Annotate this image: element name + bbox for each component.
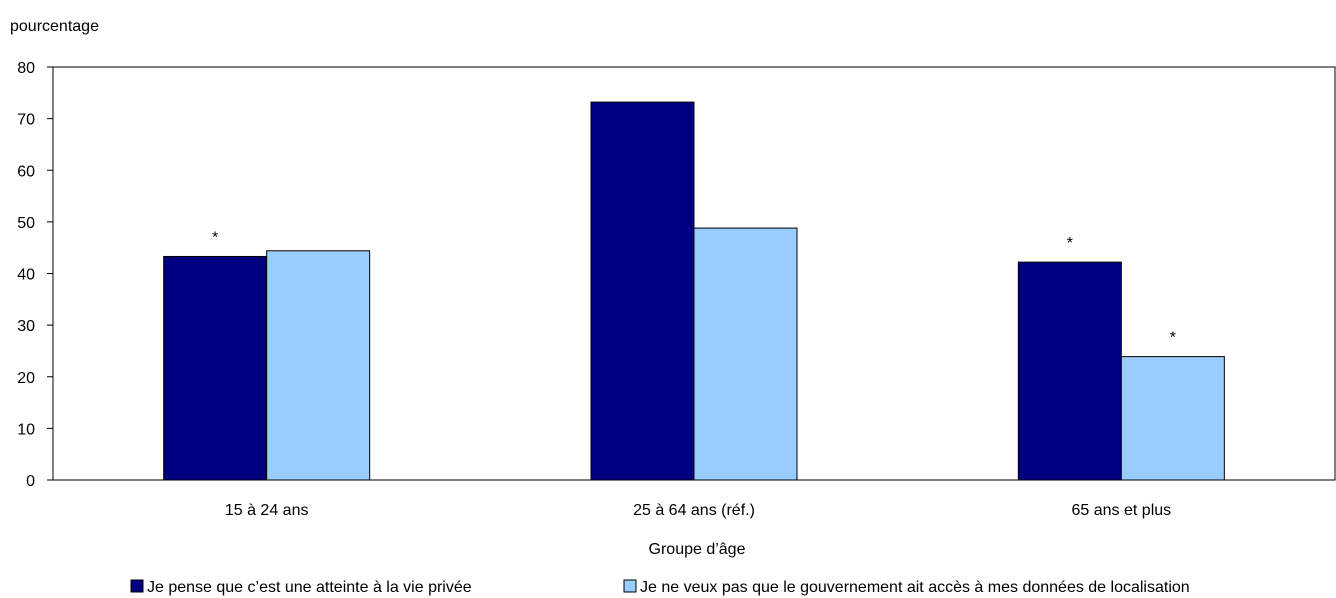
y-tick-label-40: 40 xyxy=(17,267,35,284)
x-axis-title: Groupe d’âge xyxy=(649,541,746,558)
x-category-label-1: 15 à 24 ans xyxy=(225,502,309,519)
bar-series-1-cat-3 xyxy=(1017,261,1122,481)
bar-series-1-cat-2 xyxy=(590,101,695,481)
legend-label-series-1: Je pense que c’est une atteinte à la vie… xyxy=(147,579,472,596)
y-axis: 0 10 20 30 40 50 60 70 80 xyxy=(17,60,53,490)
bar-series-1-cat-1 xyxy=(163,255,268,481)
y-tick-label-10: 10 xyxy=(17,421,35,438)
legend-swatch-series-2 xyxy=(623,579,637,593)
significance-marker: * xyxy=(1067,235,1073,252)
y-tick-label-0: 0 xyxy=(26,473,35,490)
y-tick-label-20: 20 xyxy=(17,370,35,387)
significance-marker: * xyxy=(212,229,218,246)
y-tick-label-70: 70 xyxy=(17,112,35,129)
significance-marker: * xyxy=(1170,330,1176,347)
x-category-label-3: 65 ans et plus xyxy=(1072,502,1172,519)
legend-swatch-series-1 xyxy=(130,579,144,593)
legend-label-series-2: Je ne veux pas que le gouvernement ait a… xyxy=(640,579,1190,596)
bar-series-2-cat-3 xyxy=(1120,356,1225,481)
y-tick-label-80: 80 xyxy=(17,60,35,77)
x-category-label-2: 25 à 64 ans (réf.) xyxy=(633,502,755,519)
y-tick-label-50: 50 xyxy=(17,215,35,232)
bar-series-2-cat-1 xyxy=(266,250,371,481)
y-tick-label-60: 60 xyxy=(17,163,35,180)
y-tick-label-30: 30 xyxy=(17,318,35,335)
y-axis-title: pourcentage xyxy=(10,18,99,35)
legend: Je pense que c’est une atteinte à la vie… xyxy=(130,579,1190,596)
x-axis: 15 à 24 ans 25 à 64 ans (réf.) 65 ans et p… xyxy=(225,502,1171,519)
bars-group: * * * xyxy=(163,101,1225,481)
bar-series-2-cat-2 xyxy=(693,227,798,481)
